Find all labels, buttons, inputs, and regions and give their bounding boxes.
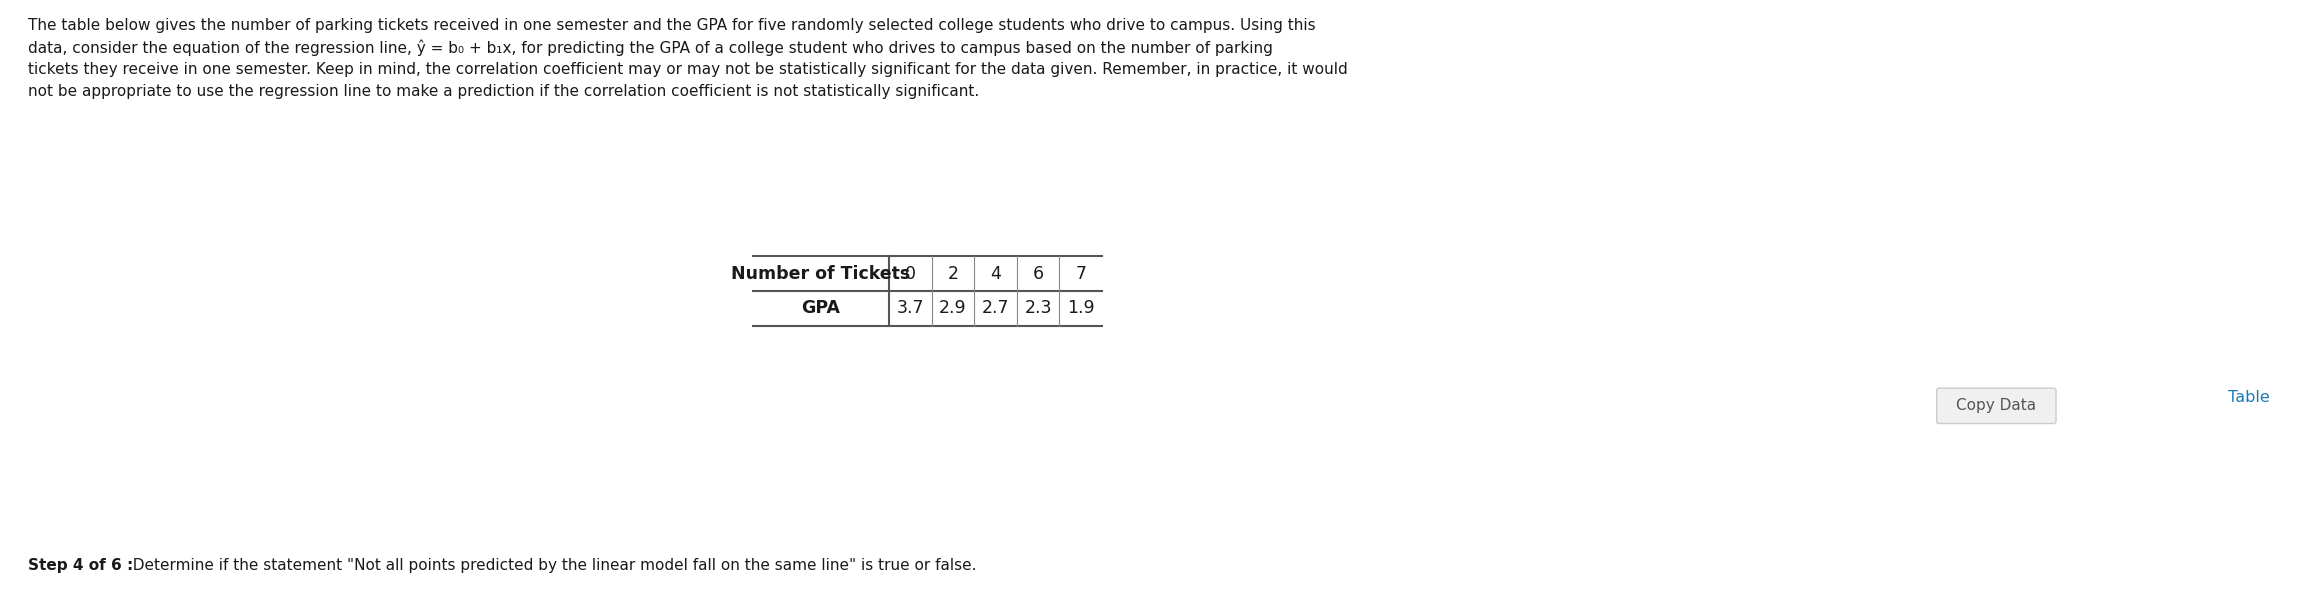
Text: 0: 0 — [904, 265, 915, 283]
Text: 1.9: 1.9 — [1068, 300, 1095, 317]
Text: 2.7: 2.7 — [982, 300, 1010, 317]
Text: 4: 4 — [989, 265, 1001, 283]
Text: 6: 6 — [1033, 265, 1045, 283]
Text: The table below gives the number of parking tickets received in one semester and: The table below gives the number of park… — [28, 18, 1317, 33]
Text: Number of Tickets: Number of Tickets — [731, 265, 911, 283]
Text: Copy Data: Copy Data — [1955, 398, 2036, 414]
Text: GPA: GPA — [802, 300, 842, 317]
Text: 2: 2 — [948, 265, 959, 283]
Text: Determine if the statement "Not all points predicted by the linear model fall on: Determine if the statement "Not all poin… — [122, 558, 975, 573]
Text: 2.3: 2.3 — [1024, 300, 1052, 317]
Text: tickets they receive in one semester. Keep in mind, the correlation coefficient : tickets they receive in one semester. Ke… — [28, 62, 1347, 77]
Text: data, consider the equation of the regression line, ŷ = b₀ + b₁x, for predicting: data, consider the equation of the regre… — [28, 40, 1273, 57]
FancyBboxPatch shape — [1937, 388, 2057, 423]
Text: 3.7: 3.7 — [897, 300, 925, 317]
Text: Step 4 of 6 :: Step 4 of 6 : — [28, 558, 134, 573]
Text: not be appropriate to use the regression line to make a prediction if the correl: not be appropriate to use the regression… — [28, 84, 980, 99]
Text: Table: Table — [2228, 390, 2269, 405]
Text: 2.9: 2.9 — [939, 300, 966, 317]
Text: 7: 7 — [1075, 265, 1086, 283]
